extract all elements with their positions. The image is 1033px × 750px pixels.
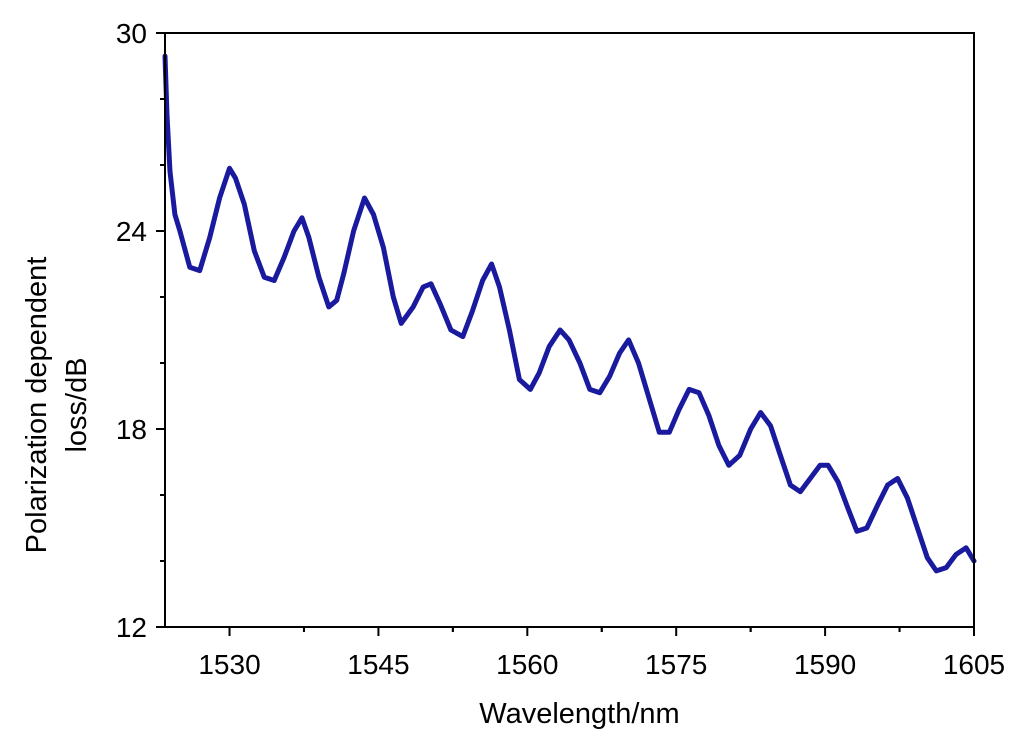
- series-line: [162, 53, 977, 574]
- x-tick-label: 1560: [496, 649, 558, 680]
- x-axis-ticks: [228, 627, 975, 636]
- y-axis-title-line-1: Polarization dependent: [21, 257, 53, 554]
- y-axis-tick-labels: 12 18 24 30: [116, 18, 147, 643]
- plot-series: [162, 53, 977, 574]
- x-tick-label: 1575: [645, 649, 707, 680]
- x-tick-label: 1545: [347, 649, 409, 680]
- x-tick-label: 1605: [943, 649, 1005, 680]
- y-axis-ticks: [156, 32, 165, 628]
- x-tick-label: 1590: [794, 649, 856, 680]
- x-axis-tick-labels: 1530 1545 1560 1575 1590 1605: [198, 649, 1005, 680]
- y-tick-label: 12: [116, 612, 147, 643]
- plot-frame: [164, 32, 975, 628]
- x-axis-title: Wavelength/nm: [479, 698, 679, 730]
- y-tick-label: 24: [116, 216, 147, 247]
- y-tick-label: 18: [116, 414, 147, 445]
- x-tick-label: 1530: [198, 649, 260, 680]
- y-axis-title-line-2: loss/dB: [61, 357, 93, 452]
- y-tick-label: 30: [116, 18, 147, 49]
